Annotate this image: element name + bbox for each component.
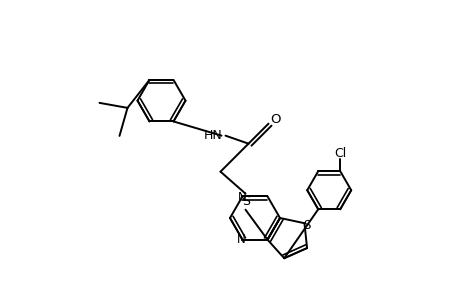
Text: N: N: [236, 233, 246, 246]
Text: N: N: [238, 191, 246, 204]
Text: S: S: [242, 195, 250, 208]
Text: Cl: Cl: [333, 147, 346, 160]
Text: S: S: [302, 219, 309, 232]
Text: HN: HN: [204, 129, 223, 142]
Text: O: O: [270, 113, 280, 126]
